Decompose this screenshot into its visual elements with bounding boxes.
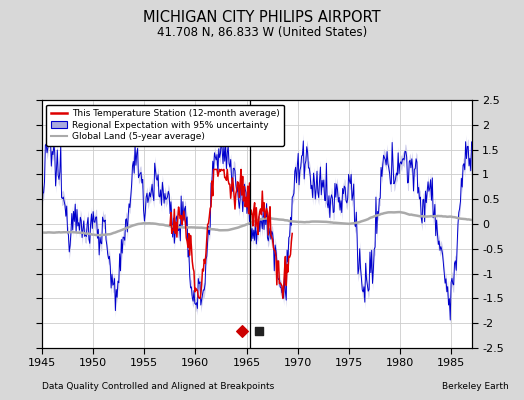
Text: 41.708 N, 86.833 W (United States): 41.708 N, 86.833 W (United States): [157, 26, 367, 39]
Point: [238, 328, 247, 334]
Text: Data Quality Controlled and Aligned at Breakpoints: Data Quality Controlled and Aligned at B…: [42, 382, 274, 391]
Y-axis label: Temperature Anomaly (°C): Temperature Anomaly (°C): [523, 150, 524, 298]
Point: [255, 328, 263, 334]
Text: Berkeley Earth: Berkeley Earth: [442, 382, 508, 391]
Text: MICHIGAN CITY PHILIPS AIRPORT: MICHIGAN CITY PHILIPS AIRPORT: [143, 10, 381, 25]
